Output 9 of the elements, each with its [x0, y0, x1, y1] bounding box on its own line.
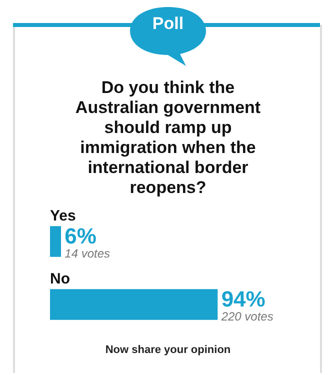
data-label: 94%: [221, 286, 266, 312]
annotation: 220 votes: [220, 310, 274, 324]
chart-title: Do you think the Australian government should ramp up immigration when the international border reopens?: [74, 78, 262, 198]
data-label: 6%: [64, 224, 96, 248]
y-tick-label: Yes: [50, 208, 76, 224]
annotation: 14 votes: [64, 246, 110, 260]
y-tick-label: No: [50, 270, 70, 288]
text: Poll: [151, 14, 185, 34]
text: Now share your opinion: [104, 344, 232, 356]
